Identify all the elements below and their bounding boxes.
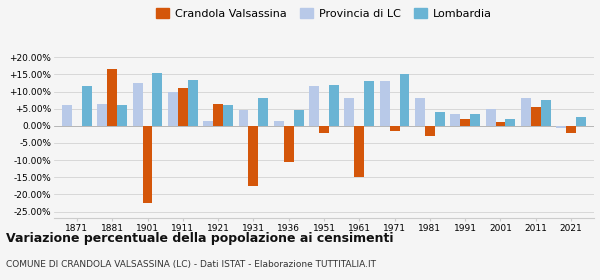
Bar bbox=[319, 126, 329, 133]
Bar bbox=[259, 98, 268, 126]
Text: Variazione percentuale della popolazione ai censimenti: Variazione percentuale della popolazione… bbox=[6, 232, 394, 245]
Bar bbox=[460, 119, 470, 126]
Bar bbox=[82, 87, 92, 126]
Bar bbox=[213, 104, 223, 126]
Bar bbox=[556, 126, 566, 128]
Bar bbox=[152, 73, 163, 126]
Bar bbox=[485, 109, 496, 126]
Bar bbox=[239, 110, 248, 126]
Bar bbox=[117, 105, 127, 126]
Text: COMUNE DI CRANDOLA VALSASSINA (LC) - Dati ISTAT - Elaborazione TUTTITALIA.IT: COMUNE DI CRANDOLA VALSASSINA (LC) - Dat… bbox=[6, 260, 376, 269]
Bar bbox=[355, 126, 364, 177]
Bar bbox=[541, 100, 551, 126]
Bar bbox=[364, 81, 374, 126]
Bar bbox=[188, 80, 197, 126]
Bar bbox=[293, 110, 304, 126]
Bar bbox=[496, 122, 505, 126]
Bar bbox=[329, 85, 339, 126]
Bar bbox=[400, 74, 409, 126]
Bar bbox=[344, 98, 355, 126]
Bar bbox=[435, 112, 445, 126]
Bar bbox=[274, 121, 284, 126]
Bar bbox=[521, 98, 531, 126]
Bar bbox=[451, 114, 460, 126]
Bar bbox=[505, 119, 515, 126]
Bar bbox=[178, 88, 188, 126]
Bar bbox=[143, 126, 152, 203]
Legend: Crandola Valsassina, Provincia di LC, Lombardia: Crandola Valsassina, Provincia di LC, Lo… bbox=[154, 6, 494, 21]
Bar bbox=[223, 105, 233, 126]
Bar bbox=[380, 81, 389, 126]
Bar bbox=[576, 117, 586, 126]
Bar bbox=[415, 98, 425, 126]
Bar bbox=[470, 114, 480, 126]
Bar bbox=[168, 92, 178, 126]
Bar bbox=[62, 105, 72, 126]
Bar bbox=[133, 83, 143, 126]
Bar bbox=[309, 87, 319, 126]
Bar bbox=[107, 69, 117, 126]
Bar bbox=[531, 107, 541, 126]
Bar bbox=[566, 126, 576, 133]
Bar bbox=[203, 121, 213, 126]
Bar bbox=[97, 104, 107, 126]
Bar bbox=[425, 126, 435, 136]
Bar bbox=[248, 126, 259, 186]
Bar bbox=[284, 126, 293, 162]
Bar bbox=[389, 126, 400, 131]
